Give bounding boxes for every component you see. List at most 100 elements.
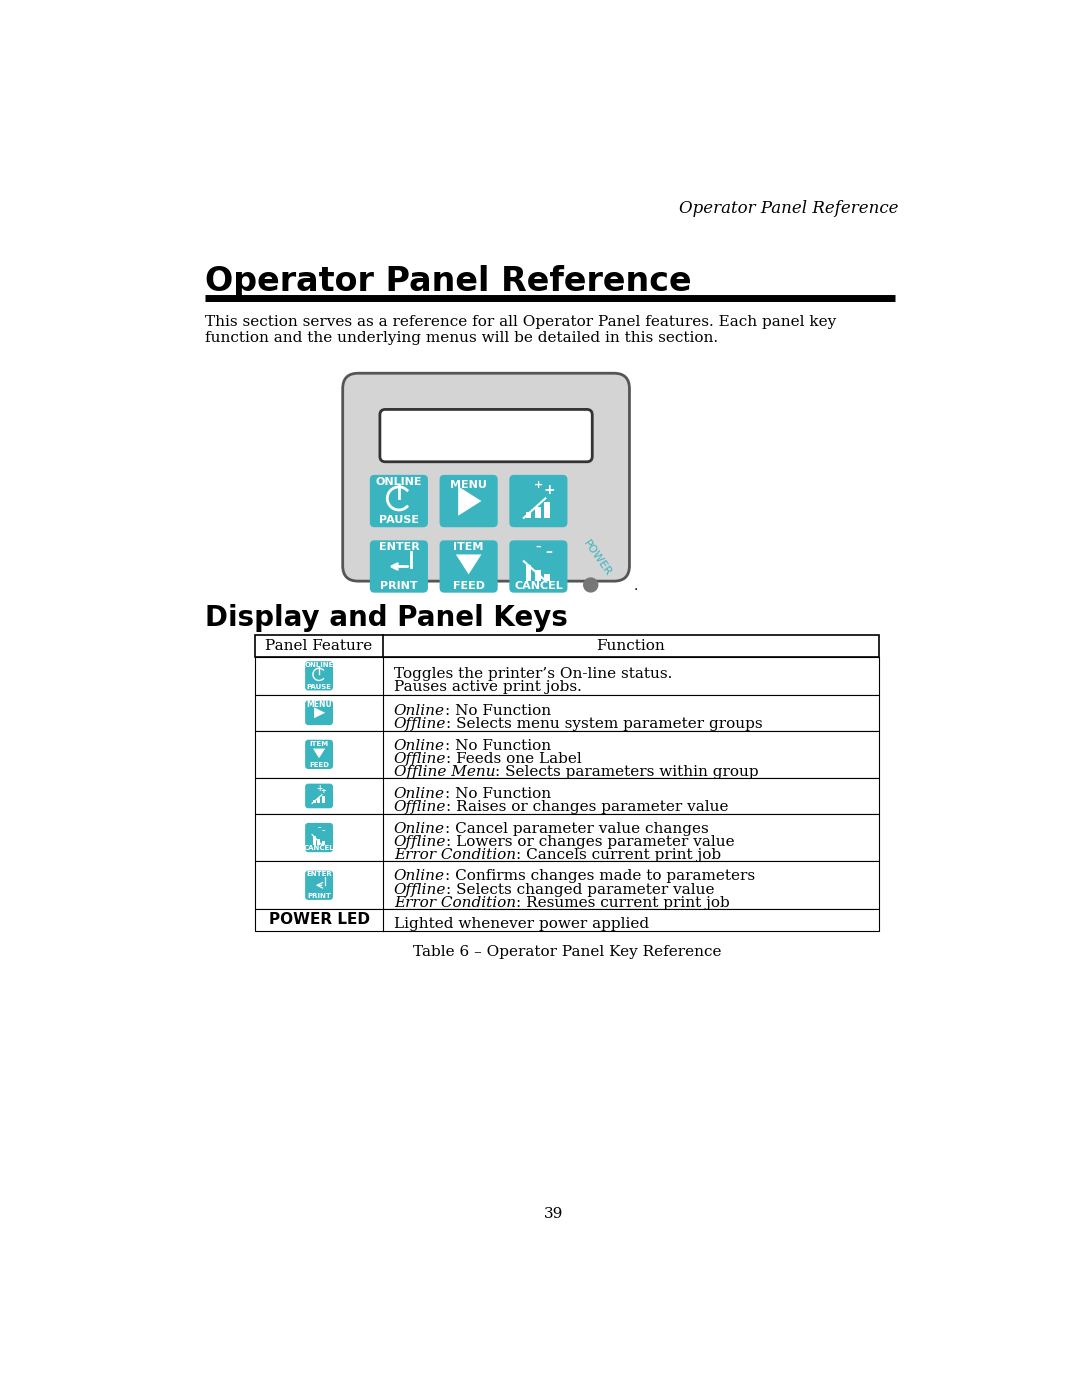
Text: Panel Feature: Panel Feature — [266, 638, 373, 652]
Text: +: + — [321, 788, 326, 793]
Text: Offline: Offline — [394, 883, 446, 897]
Bar — [313, 835, 315, 845]
Bar — [535, 507, 541, 518]
Text: FEED: FEED — [453, 581, 485, 591]
Bar — [255, 862, 879, 909]
Polygon shape — [313, 749, 325, 759]
Text: Online: Online — [394, 821, 445, 835]
FancyBboxPatch shape — [306, 740, 333, 768]
Circle shape — [583, 578, 597, 592]
Text: ONLINE: ONLINE — [305, 662, 334, 668]
FancyBboxPatch shape — [306, 784, 333, 809]
Text: Operator Panel Reference: Operator Panel Reference — [679, 200, 899, 217]
Text: Function: Function — [596, 638, 665, 652]
Text: ITEM: ITEM — [454, 542, 484, 552]
Text: –: – — [318, 824, 321, 830]
Text: Pauses active print jobs.: Pauses active print jobs. — [394, 680, 582, 694]
Text: ONLINE: ONLINE — [376, 476, 422, 486]
Text: +: + — [543, 482, 555, 496]
Text: PAUSE: PAUSE — [307, 683, 332, 690]
FancyBboxPatch shape — [306, 823, 333, 852]
Text: Operator Panel Reference: Operator Panel Reference — [205, 265, 691, 299]
Bar — [544, 574, 550, 581]
Text: : Confirms changes made to parameters: : Confirms changes made to parameters — [445, 869, 755, 883]
FancyBboxPatch shape — [369, 541, 428, 592]
Bar — [255, 731, 879, 778]
Polygon shape — [314, 707, 325, 718]
Text: function and the underlying menus will be detailed in this section.: function and the underlying menus will b… — [205, 331, 718, 345]
Bar — [318, 840, 320, 845]
Text: PRINT: PRINT — [307, 893, 330, 900]
Text: Offline: Offline — [394, 800, 446, 814]
Text: ITEM: ITEM — [310, 740, 328, 746]
Text: PAUSE: PAUSE — [379, 515, 419, 525]
Text: POWER LED: POWER LED — [269, 912, 369, 928]
Text: Lighted whenever power applied: Lighted whenever power applied — [394, 918, 649, 932]
Bar — [313, 800, 315, 803]
Text: Offline Menu: Offline Menu — [394, 764, 496, 778]
Bar — [255, 909, 879, 930]
Text: : Cancels current print job: : Cancels current print job — [516, 848, 721, 862]
Text: Toggles the printer’s On-line status.: Toggles the printer’s On-line status. — [394, 666, 672, 680]
FancyBboxPatch shape — [306, 870, 333, 900]
Bar — [526, 564, 531, 581]
FancyBboxPatch shape — [369, 475, 428, 527]
Text: ENTER: ENTER — [378, 542, 419, 552]
Text: Online: Online — [394, 787, 445, 800]
Text: Offline: Offline — [394, 717, 446, 731]
Text: POWER: POWER — [581, 539, 613, 578]
Text: : Raises or changes parameter value: : Raises or changes parameter value — [446, 800, 729, 814]
Bar — [255, 696, 879, 731]
Text: : Selects menu system parameter groups: : Selects menu system parameter groups — [446, 717, 762, 731]
Text: CANCEL: CANCEL — [514, 581, 563, 591]
Polygon shape — [458, 486, 482, 515]
Text: .: . — [633, 580, 637, 594]
Text: : Cancel parameter value changes: : Cancel parameter value changes — [445, 821, 708, 835]
Text: : Resumes current print job: : Resumes current print job — [516, 895, 730, 909]
Text: : Feeds one Label: : Feeds one Label — [446, 752, 582, 766]
Text: +: + — [316, 784, 322, 792]
Text: : No Function: : No Function — [445, 787, 551, 800]
FancyBboxPatch shape — [306, 661, 333, 690]
Bar — [255, 778, 879, 813]
FancyBboxPatch shape — [342, 373, 630, 581]
FancyBboxPatch shape — [510, 541, 567, 592]
Text: : Selects changed parameter value: : Selects changed parameter value — [446, 883, 715, 897]
Bar — [255, 636, 879, 657]
Bar — [535, 570, 541, 581]
Text: Error Condition: Error Condition — [394, 848, 516, 862]
Bar — [322, 796, 325, 803]
Bar — [322, 841, 325, 845]
Text: Error Condition: Error Condition — [394, 895, 516, 909]
Text: Offline: Offline — [394, 752, 446, 766]
Text: Offline: Offline — [394, 835, 446, 849]
Text: Online: Online — [394, 739, 445, 753]
Text: –: – — [322, 827, 325, 833]
Bar — [544, 502, 550, 518]
Text: 39: 39 — [544, 1207, 563, 1221]
Text: : Selects parameters within group: : Selects parameters within group — [496, 764, 759, 778]
FancyBboxPatch shape — [440, 475, 498, 527]
Text: MENU: MENU — [450, 481, 487, 490]
Text: : No Function: : No Function — [445, 704, 551, 718]
Text: –: – — [545, 545, 552, 559]
Bar — [255, 813, 879, 862]
Text: Online: Online — [394, 869, 445, 883]
FancyBboxPatch shape — [306, 700, 333, 725]
Text: : Lowers or changes parameter value: : Lowers or changes parameter value — [446, 835, 734, 849]
Polygon shape — [456, 555, 482, 574]
FancyBboxPatch shape — [510, 475, 567, 527]
Text: Online: Online — [394, 704, 445, 718]
Text: PRINT: PRINT — [380, 581, 418, 591]
Bar — [318, 799, 320, 803]
FancyBboxPatch shape — [380, 409, 592, 462]
Text: MENU: MENU — [307, 700, 332, 710]
Text: Table 6 – Operator Panel Key Reference: Table 6 – Operator Panel Key Reference — [413, 944, 721, 958]
Text: ENTER: ENTER — [307, 872, 332, 877]
Text: Display and Panel Keys: Display and Panel Keys — [205, 605, 568, 633]
Text: –: – — [536, 542, 541, 552]
Text: : No Function: : No Function — [445, 739, 551, 753]
FancyBboxPatch shape — [440, 541, 498, 592]
Text: CANCEL: CANCEL — [303, 845, 335, 851]
Text: FEED: FEED — [309, 763, 329, 768]
